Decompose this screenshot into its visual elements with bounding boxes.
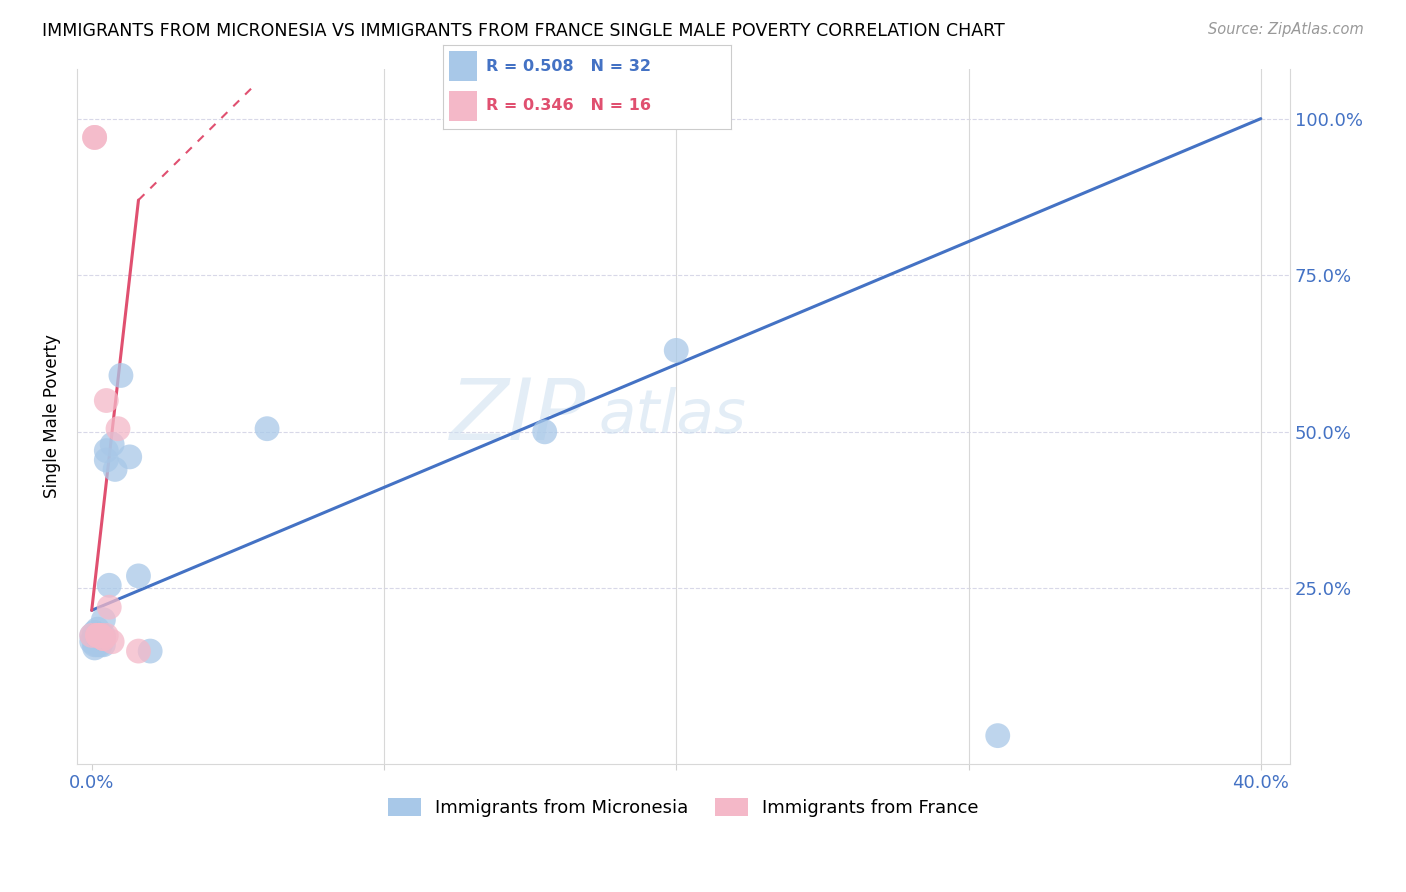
Point [83, 130, 105, 145]
Point [110, 368, 132, 383]
Point [83, 640, 105, 655]
Point [89, 628, 111, 642]
FancyBboxPatch shape [449, 91, 478, 120]
Y-axis label: Single Male Poverty: Single Male Poverty [44, 334, 60, 498]
Point [98, 578, 121, 592]
Point [89, 628, 111, 642]
Point [118, 450, 141, 464]
Point [83, 625, 105, 640]
Point [96, 628, 118, 642]
Point [89, 634, 111, 648]
Text: Source: ZipAtlas.com: Source: ZipAtlas.com [1208, 22, 1364, 37]
Point [93, 628, 115, 642]
Point [93, 632, 115, 646]
Point [107, 422, 129, 436]
Point [86, 628, 108, 642]
Point [93, 638, 115, 652]
Point [89, 638, 111, 652]
Point [80, 634, 103, 648]
Point [987, 729, 1010, 743]
Point [665, 343, 688, 358]
Point [83, 638, 105, 652]
Point [83, 130, 105, 145]
Point [96, 453, 118, 467]
Point [86, 634, 108, 648]
Text: R = 0.346   N = 16: R = 0.346 N = 16 [486, 98, 651, 113]
Point [89, 628, 111, 642]
Point [98, 600, 121, 615]
Point [139, 644, 162, 658]
Point [533, 425, 555, 439]
Point [80, 628, 103, 642]
Point [96, 393, 118, 408]
Point [86, 632, 108, 646]
Point [86, 628, 108, 642]
Point [93, 613, 115, 627]
Text: IMMIGRANTS FROM MICRONESIA VS IMMIGRANTS FROM FRANCE SINGLE MALE POVERTY CORRELA: IMMIGRANTS FROM MICRONESIA VS IMMIGRANTS… [42, 22, 1005, 40]
Point [101, 437, 124, 451]
Point [127, 569, 149, 583]
Point [104, 462, 127, 476]
Point [83, 628, 105, 642]
Point [86, 628, 108, 642]
Legend: Immigrants from Micronesia, Immigrants from France: Immigrants from Micronesia, Immigrants f… [381, 790, 986, 824]
FancyBboxPatch shape [449, 52, 478, 81]
Point [86, 638, 108, 652]
Point [101, 634, 124, 648]
Point [86, 628, 108, 642]
Point [80, 628, 103, 642]
Point [256, 422, 278, 436]
Point [89, 628, 111, 642]
Point [93, 632, 115, 646]
Point [96, 443, 118, 458]
Point [86, 622, 108, 636]
Point [83, 632, 105, 646]
Point [127, 644, 149, 658]
Text: atlas: atlas [599, 386, 747, 446]
Text: R = 0.508   N = 32: R = 0.508 N = 32 [486, 59, 651, 74]
Text: ZIP: ZIP [450, 375, 586, 458]
